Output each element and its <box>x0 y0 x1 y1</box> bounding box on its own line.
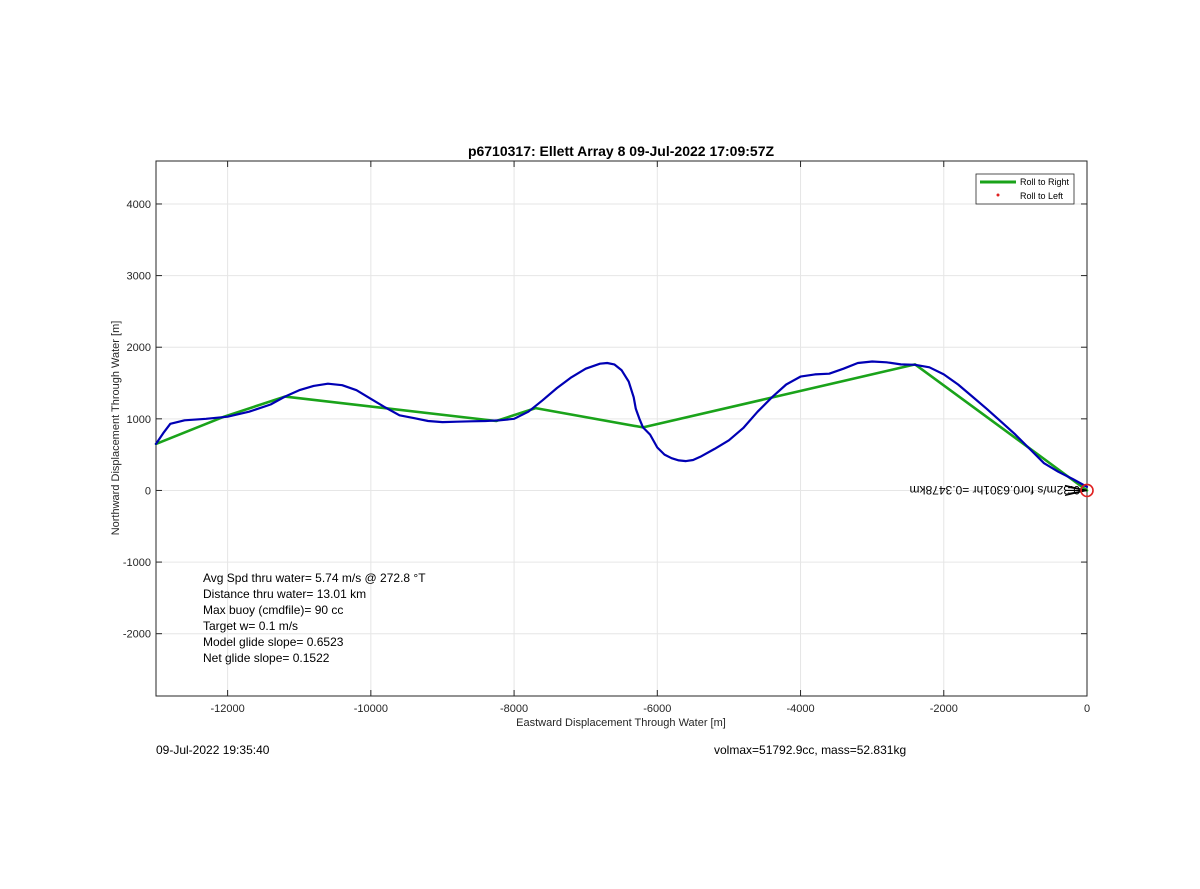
y-tick-label: 4000 <box>127 199 151 211</box>
stat-net-glide: Net glide slope= 0.1522 <box>203 651 330 665</box>
legend-roll-left-label: Roll to Left <box>1020 191 1064 201</box>
y-tick-label: -2000 <box>123 629 151 641</box>
y-axis-label: Northward Displacement Through Water [m] <box>110 321 122 536</box>
plot-area <box>156 161 1087 696</box>
legend-box <box>975 173 1075 205</box>
end-position-circle <box>1080 483 1094 498</box>
y-tick-label: 0 <box>145 485 151 497</box>
axis-ticks: -12000 -10000 -8000 -6000 -4000 -2000 0-2000-1… <box>123 161 1090 715</box>
stat-distance: Distance thru water= 13.01 km <box>203 587 366 601</box>
mirrored-annotation: 0.32m/s for0.6301hr =0.3478km <box>910 483 1080 497</box>
y-tick-label: 3000 <box>127 271 151 283</box>
end-arrow-line <box>1068 486 1088 492</box>
x-tick-label: -10000 <box>354 703 388 715</box>
x-tick-label: 0 <box>1084 703 1090 715</box>
x-tick-label: -6000 <box>643 703 671 715</box>
legend-roll-right-label: Roll to Right <box>1020 177 1070 187</box>
stat-avg-speed: Avg Spd thru water= 5.74 m/s @ 272.8 °T <box>203 571 426 585</box>
x-axis-label: Eastward Displacement Through Water [m] <box>516 717 726 729</box>
y-tick-label: 1000 <box>127 414 151 426</box>
x-tick-label: -8000 <box>500 703 528 715</box>
stat-target-w: Target w= 0.1 m/s <box>203 619 298 633</box>
legend: Roll to Right Roll to Left <box>975 173 1075 205</box>
plot-frame <box>155 160 1088 697</box>
legend-roll-left-swatch <box>996 193 1000 197</box>
x-tick-label: -2000 <box>930 703 958 715</box>
x-tick-label: -4000 <box>786 703 814 715</box>
end-marker <box>1064 483 1094 498</box>
end-arrow-line <box>1068 489 1088 495</box>
footer-volmax: volmax=51792.9cc, mass=52.831kg <box>714 743 907 757</box>
roll-to-right-line <box>154 363 1089 492</box>
series-layer <box>154 360 1089 492</box>
stat-max-buoy: Max buoy (cmdfile)= 90 cc <box>203 603 343 617</box>
stats-block: Avg Spd thru water= 5.74 m/s @ 272.8 °T … <box>203 571 426 665</box>
x-tick-label: -12000 <box>210 703 244 715</box>
y-tick-label: 2000 <box>127 342 151 354</box>
grid-lines <box>156 161 1088 696</box>
glider-track-line <box>154 360 1089 488</box>
chart-title: p6710317: Ellett Array 8 09-Jul-2022 17:… <box>468 143 775 159</box>
footer-timestamp: 09-Jul-2022 19:35:40 <box>156 743 270 757</box>
stat-model-glide: Model glide slope= 0.6523 <box>203 635 344 649</box>
y-tick-label: -1000 <box>123 557 151 569</box>
